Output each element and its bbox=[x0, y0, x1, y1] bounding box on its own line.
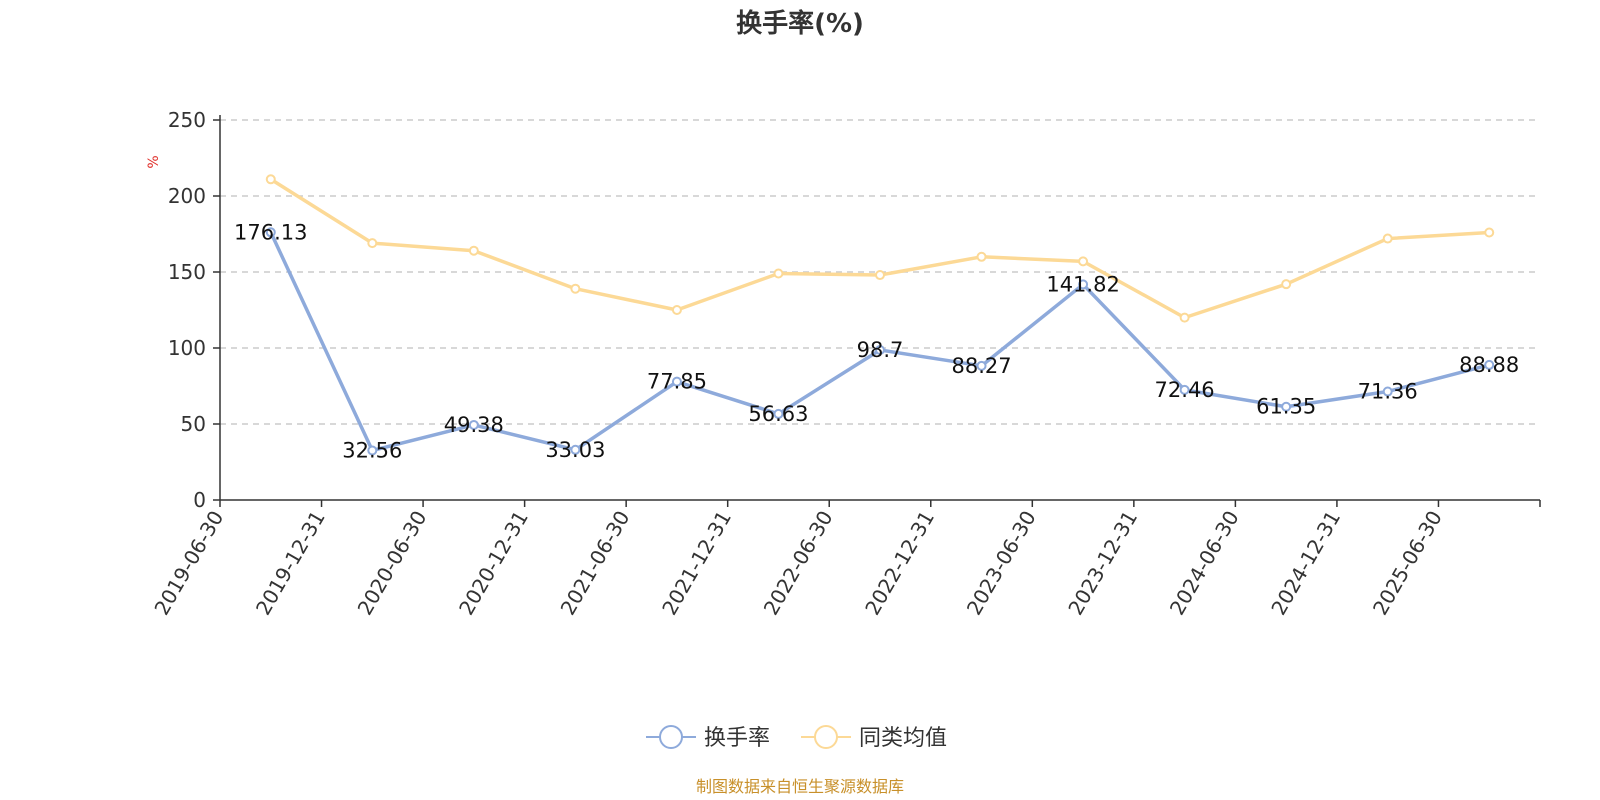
series-group bbox=[265, 174, 1495, 456]
data-point[interactable] bbox=[367, 445, 378, 456]
data-label: 176.13 bbox=[234, 220, 307, 244]
data-point[interactable] bbox=[875, 344, 885, 355]
series-line-1 bbox=[269, 177, 1490, 320]
legend-label: 换手率 bbox=[704, 726, 770, 751]
data-label: 32.56 bbox=[342, 439, 402, 463]
x-tick-label: 2021-06-30 bbox=[556, 507, 635, 620]
y-tick-label: 50 bbox=[181, 412, 206, 436]
x-tick-label: 2019-12-31 bbox=[251, 507, 330, 620]
x-tick-label: 2024-12-31 bbox=[1266, 507, 1345, 620]
x-tick-label: 2020-06-30 bbox=[353, 507, 432, 620]
data-point[interactable] bbox=[773, 268, 784, 279]
y-tick-label: 0 bbox=[193, 488, 206, 512]
data-label: 33.03 bbox=[545, 438, 605, 462]
data-label: 141.82 bbox=[1046, 272, 1119, 296]
data-point[interactable] bbox=[468, 419, 479, 430]
data-point[interactable] bbox=[1078, 279, 1089, 290]
legend-marker bbox=[659, 725, 683, 749]
data-point[interactable] bbox=[1484, 227, 1495, 238]
data-label: 71.36 bbox=[1358, 380, 1418, 404]
y-tick-label: 150 bbox=[168, 260, 206, 284]
data-point[interactable] bbox=[1382, 233, 1393, 244]
y-axis-ticks: 0 50 100 150 200 250 bbox=[168, 108, 220, 512]
data-label: 77.85 bbox=[647, 370, 707, 394]
data-source-note: 制图数据来自恒生聚源数据库 bbox=[696, 777, 904, 796]
data-point[interactable] bbox=[570, 283, 581, 294]
data-point[interactable] bbox=[367, 238, 378, 249]
legend[interactable]: 换手率 同类均值 bbox=[646, 725, 947, 751]
x-tick-label: 2022-12-31 bbox=[860, 507, 939, 620]
x-tick-label: 2023-12-31 bbox=[1063, 507, 1142, 620]
y-tick-label: 250 bbox=[168, 108, 206, 132]
data-point[interactable] bbox=[976, 360, 987, 371]
y-tick-label: 100 bbox=[168, 336, 206, 360]
data-label: 98.7 bbox=[857, 338, 904, 362]
data-labels: 176.13 32.56 49.38 33.03 77.85 56.63 98.7 88.27… bbox=[234, 220, 1519, 462]
x-tick-label: 2023-06-30 bbox=[962, 507, 1041, 620]
x-tick-label: 2024-06-30 bbox=[1165, 507, 1244, 620]
data-point[interactable] bbox=[773, 408, 784, 419]
x-tick-label: 2022-06-30 bbox=[759, 507, 838, 620]
data-label: 88.88 bbox=[1459, 353, 1519, 377]
axes bbox=[219, 115, 1540, 501]
data-point[interactable] bbox=[976, 251, 987, 262]
data-point[interactable] bbox=[1179, 384, 1190, 395]
legend-item-1[interactable]: 同类均值 bbox=[801, 725, 947, 751]
data-point[interactable] bbox=[468, 245, 479, 256]
data-point[interactable] bbox=[1484, 359, 1495, 370]
x-axis-ticks: 2019-06-30 2019-12-31 2020-06-30 2020-12-31… bbox=[149, 500, 1541, 620]
data-point[interactable] bbox=[570, 444, 581, 455]
data-label: 61.35 bbox=[1256, 395, 1316, 419]
data-point[interactable] bbox=[1179, 312, 1190, 323]
x-tick-label: 2020-12-31 bbox=[454, 507, 533, 620]
y-axis-unit-label: % bbox=[146, 155, 162, 168]
data-point[interactable] bbox=[671, 376, 682, 387]
chart-title: 换手率(%) bbox=[736, 8, 864, 39]
data-point[interactable] bbox=[265, 174, 276, 185]
x-tick-label: 2021-12-31 bbox=[657, 507, 736, 620]
legend-item-0[interactable]: 换手率 bbox=[646, 725, 770, 751]
data-point[interactable] bbox=[1078, 256, 1089, 267]
data-point[interactable] bbox=[1281, 401, 1292, 412]
data-point[interactable] bbox=[1281, 279, 1292, 290]
data-point[interactable] bbox=[265, 227, 276, 238]
data-label: 72.46 bbox=[1155, 378, 1215, 402]
x-tick-label: 2025-06-30 bbox=[1368, 507, 1447, 620]
data-point[interactable] bbox=[875, 270, 885, 281]
data-label: 49.38 bbox=[444, 413, 504, 437]
data-point[interactable] bbox=[1382, 386, 1393, 397]
data-label: 56.63 bbox=[748, 402, 808, 426]
legend-marker bbox=[814, 725, 838, 749]
legend-label: 同类均值 bbox=[859, 726, 947, 751]
data-label: 88.27 bbox=[951, 354, 1011, 378]
x-tick-label: 2019-06-30 bbox=[149, 507, 228, 620]
data-point[interactable] bbox=[671, 305, 682, 315]
y-tick-label: 200 bbox=[168, 184, 206, 208]
